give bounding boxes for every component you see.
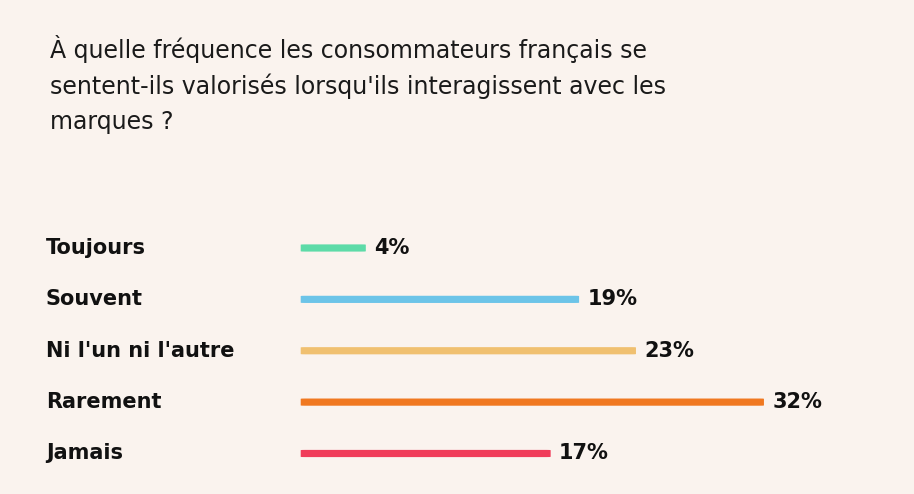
Text: Jamais: Jamais: [46, 444, 122, 463]
Text: 4%: 4%: [374, 238, 409, 258]
Text: Ni l'un ni l'autre: Ni l'un ni l'autre: [46, 341, 234, 361]
FancyBboxPatch shape: [301, 296, 579, 303]
FancyBboxPatch shape: [301, 347, 636, 354]
Text: Toujours: Toujours: [46, 238, 145, 258]
FancyBboxPatch shape: [301, 399, 764, 406]
Text: 19%: 19%: [588, 289, 637, 309]
FancyBboxPatch shape: [301, 450, 550, 457]
Text: Souvent: Souvent: [46, 289, 143, 309]
FancyBboxPatch shape: [301, 245, 366, 251]
Text: 23%: 23%: [644, 341, 694, 361]
Text: 32%: 32%: [772, 392, 822, 412]
Text: 17%: 17%: [558, 444, 609, 463]
Text: Rarement: Rarement: [46, 392, 161, 412]
Text: À quelle fréquence les consommateurs français se
sentent-ils valorisés lorsqu'il: À quelle fréquence les consommateurs fra…: [50, 35, 666, 134]
